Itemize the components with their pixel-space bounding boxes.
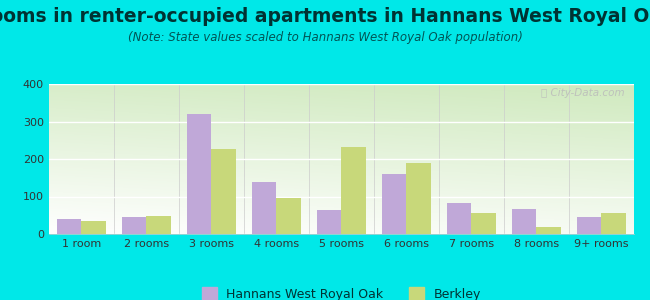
- Text: Ⓢ City-Data.com: Ⓢ City-Data.com: [541, 88, 625, 98]
- Bar: [252, 182, 276, 234]
- Bar: [211, 148, 236, 234]
- Bar: [382, 174, 406, 234]
- Bar: [57, 219, 81, 234]
- Bar: [406, 163, 431, 234]
- Bar: [601, 213, 626, 234]
- Bar: [146, 216, 171, 234]
- Text: (Note: State values scaled to Hannans West Royal Oak population): (Note: State values scaled to Hannans We…: [127, 32, 523, 44]
- Bar: [512, 209, 536, 234]
- Bar: [536, 226, 561, 234]
- Bar: [341, 147, 366, 234]
- Text: Rooms in renter-occupied apartments in Hannans West Royal Oak: Rooms in renter-occupied apartments in H…: [0, 8, 650, 26]
- Bar: [447, 203, 471, 234]
- Bar: [317, 210, 341, 234]
- Bar: [122, 217, 146, 234]
- Bar: [471, 213, 496, 234]
- Bar: [577, 217, 601, 234]
- Bar: [276, 198, 301, 234]
- Bar: [81, 221, 106, 234]
- Bar: [187, 114, 211, 234]
- Legend: Hannans West Royal Oak, Berkley: Hannans West Royal Oak, Berkley: [196, 282, 486, 300]
